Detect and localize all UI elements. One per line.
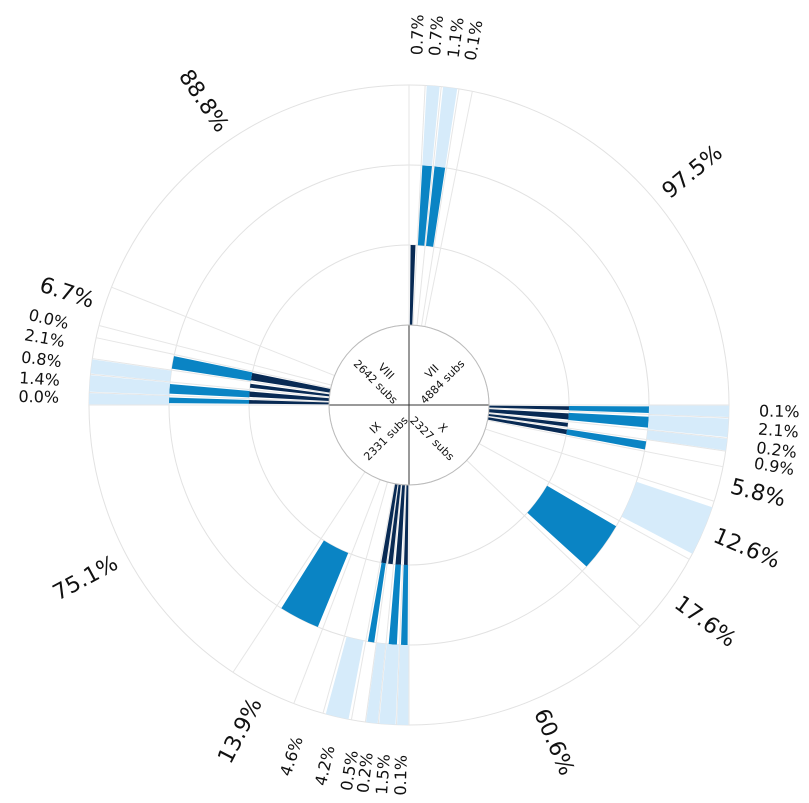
sector-divider: [92, 358, 330, 394]
bar: [487, 417, 568, 435]
sector-label: 17.6%: [669, 591, 740, 653]
bar: [566, 429, 647, 450]
quadrant-subs: 2327 subs: [407, 414, 457, 464]
bar: [281, 540, 349, 628]
quadrant-subs: 2642 subs: [351, 357, 401, 407]
bar: [171, 356, 253, 381]
bar: [426, 166, 446, 247]
bar: [400, 564, 409, 645]
bar: [169, 383, 250, 398]
sector-divider: [466, 460, 641, 627]
sector-label: 1.5%: [372, 753, 394, 795]
sector-label: 75.1%: [49, 551, 122, 606]
bar: [169, 397, 250, 404]
sector-label: 0.7%: [407, 14, 427, 55]
bar: [249, 383, 330, 397]
bar: [488, 409, 569, 420]
sector-divider: [421, 88, 460, 327]
bar: [621, 481, 713, 554]
bar: [89, 393, 170, 405]
sector-divider: [488, 416, 726, 452]
bar: [646, 430, 728, 451]
bar: [381, 483, 398, 564]
sector-divider: [488, 412, 728, 439]
bar: [249, 391, 330, 401]
sector-label: 4.6%: [276, 734, 307, 779]
sector-label: 0.1%: [391, 755, 411, 796]
sector-label: 13.9%: [214, 694, 268, 768]
sector-divider: [412, 85, 426, 326]
sector-divider: [90, 373, 330, 398]
sector-label: 2.1%: [757, 420, 799, 442]
bar: [417, 165, 432, 246]
sector-divider: [293, 479, 381, 704]
sector-label: 60.6%: [528, 705, 578, 779]
sector-divider: [111, 286, 335, 377]
sector-divider: [485, 428, 715, 502]
sector-divider: [395, 484, 407, 725]
sector-label: 0.2%: [755, 438, 798, 462]
sector-divider: [488, 407, 729, 419]
bar: [379, 643, 399, 725]
bar: [90, 359, 172, 382]
bar: [403, 484, 409, 565]
bar: [568, 412, 649, 428]
bar: [388, 564, 401, 645]
quadrant-subs: 4884 subs: [418, 357, 468, 407]
sector-divider: [364, 484, 399, 723]
bar: [367, 562, 386, 643]
quadrant-name: X: [435, 421, 450, 436]
sector-divider: [487, 419, 724, 468]
bar: [325, 636, 364, 720]
bar: [527, 485, 617, 567]
sector-divider: [416, 86, 442, 326]
sector-label: 0.7%: [425, 15, 447, 57]
quadrant-subs: 2331 subs: [361, 414, 411, 464]
sector-divider: [89, 392, 330, 403]
sector-label: 4.2%: [311, 744, 339, 788]
bar: [409, 245, 416, 326]
sector-divider: [478, 443, 690, 560]
bar: [488, 413, 568, 427]
sector-label: 97.5%: [658, 140, 728, 204]
bar: [89, 375, 171, 395]
bar: [250, 372, 331, 393]
sector-divider: [322, 481, 388, 714]
bar: [249, 400, 330, 405]
inner-ring: [328, 324, 490, 486]
sector-divider: [98, 325, 332, 386]
bar: [395, 484, 405, 565]
sector-divider: [350, 483, 396, 720]
bar: [488, 405, 569, 411]
bar: [366, 642, 386, 724]
sector-label: 5.8%: [728, 474, 788, 512]
sector-divider: [232, 471, 366, 673]
bar: [422, 85, 440, 167]
bar: [647, 415, 729, 438]
sector-label: 0.2%: [353, 751, 377, 794]
sector-label: 1.4%: [19, 368, 61, 390]
sector-divider: [424, 91, 473, 327]
sector-divider: [377, 484, 402, 724]
sector-label: 0.0%: [18, 387, 59, 407]
bar: [648, 405, 729, 417]
sector-label: 88.8%: [173, 65, 233, 137]
sector-label: 12.6%: [709, 524, 783, 574]
bar: [388, 484, 401, 565]
bar: [568, 405, 649, 414]
bar: [397, 644, 409, 725]
bar: [434, 86, 458, 168]
sector-divider: [96, 337, 331, 389]
sector-label: 0.1%: [759, 401, 800, 421]
sector-label: 0.8%: [20, 347, 63, 371]
